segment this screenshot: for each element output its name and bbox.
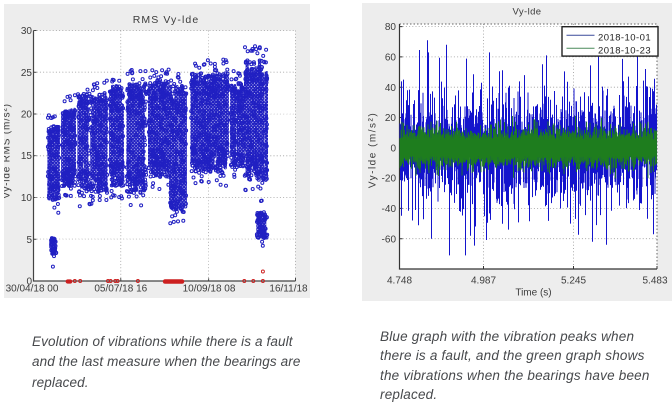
svg-text:15: 15 bbox=[21, 151, 33, 162]
svg-text:05/07/18 16: 05/07/18 16 bbox=[94, 284, 147, 295]
svg-text:20: 20 bbox=[21, 110, 33, 121]
svg-text:30: 30 bbox=[21, 26, 33, 37]
svg-text:0: 0 bbox=[390, 143, 396, 154]
svg-text:40: 40 bbox=[385, 83, 397, 94]
svg-text:2018-10-23: 2018-10-23 bbox=[598, 45, 651, 56]
svg-text:60: 60 bbox=[385, 53, 397, 64]
svg-text:10: 10 bbox=[21, 193, 33, 204]
svg-text:5: 5 bbox=[26, 235, 32, 246]
svg-text:Vy-lde: Vy-lde bbox=[513, 7, 542, 18]
svg-text:16/11/18: 16/11/18 bbox=[269, 284, 308, 295]
svg-text:5.483: 5.483 bbox=[642, 276, 667, 287]
svg-text:10/09/18 08: 10/09/18 08 bbox=[183, 284, 236, 295]
svg-text:0: 0 bbox=[26, 277, 32, 288]
svg-text:25: 25 bbox=[21, 68, 33, 79]
svg-text:-20: -20 bbox=[382, 174, 397, 185]
svg-text:5.245: 5.245 bbox=[561, 276, 586, 287]
svg-text:4.748: 4.748 bbox=[387, 276, 412, 287]
svg-text:4.987: 4.987 bbox=[471, 276, 496, 287]
svg-text:Time (s): Time (s) bbox=[515, 288, 551, 299]
svg-text:20: 20 bbox=[385, 113, 397, 124]
svg-text:-60: -60 bbox=[382, 234, 397, 245]
svg-text:2018-10-01: 2018-10-01 bbox=[598, 32, 651, 43]
svg-text:Vy-lde RMS (m/s²): Vy-lde RMS (m/s²) bbox=[4, 103, 13, 198]
svg-text:-40: -40 bbox=[382, 204, 397, 215]
svg-text:80: 80 bbox=[385, 22, 397, 33]
svg-text:30/04/18 00: 30/04/18 00 bbox=[6, 284, 59, 295]
svg-text:RMS Vy-lde: RMS Vy-lde bbox=[133, 14, 200, 26]
svg-text:Vy-lde (m/s²): Vy-lde (m/s²) bbox=[368, 112, 379, 188]
